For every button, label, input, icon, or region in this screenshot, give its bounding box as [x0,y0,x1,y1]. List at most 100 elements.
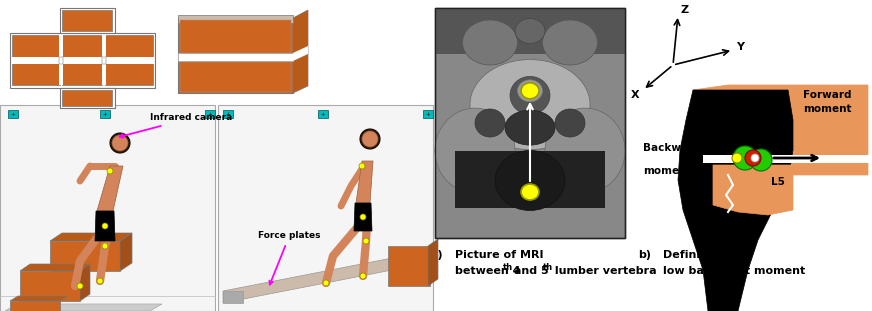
Bar [105,35,153,85]
Text: Z: Z [680,5,688,15]
Text: moment: moment [643,166,691,176]
Ellipse shape [510,77,550,114]
Bar [62,10,112,31]
Text: L5: L5 [771,177,785,187]
Ellipse shape [470,60,590,150]
Polygon shape [223,251,428,303]
Text: Backward: Backward [643,143,701,153]
Ellipse shape [505,110,555,145]
Text: Force plates: Force plates [258,231,321,285]
Circle shape [102,223,108,229]
Bar [178,18,293,93]
Bar [0,105,215,311]
Ellipse shape [521,83,539,99]
Text: th: th [503,263,513,272]
Text: lumber vertebra: lumber vertebra [551,266,657,276]
Bar [8,110,18,118]
Circle shape [360,273,366,279]
Bar [12,35,60,85]
Text: L4: L4 [765,92,779,102]
Text: Infrared camera: Infrared camera [119,114,232,137]
Ellipse shape [462,20,517,65]
Polygon shape [223,291,243,303]
Ellipse shape [555,109,585,137]
Ellipse shape [521,184,539,200]
Text: +: + [226,112,230,117]
Ellipse shape [545,108,625,193]
Circle shape [733,146,757,170]
Text: X: X [631,90,640,100]
Bar [218,105,433,311]
Polygon shape [293,10,308,93]
Polygon shape [10,301,60,311]
Circle shape [360,129,380,149]
Bar [455,151,605,208]
Bar [223,110,233,118]
Text: +: + [103,112,107,117]
Bar [435,8,625,54]
Bar [423,110,433,118]
Bar [60,8,115,33]
Ellipse shape [542,20,597,65]
Bar [180,20,291,53]
Text: moment: moment [803,104,851,114]
Circle shape [363,238,369,244]
Bar [102,35,106,85]
Circle shape [107,168,113,174]
Text: +: + [321,112,325,117]
Bar [205,110,215,118]
Polygon shape [428,239,438,286]
Ellipse shape [517,80,542,102]
Circle shape [77,283,83,289]
Polygon shape [20,264,90,271]
Bar [100,110,110,118]
Polygon shape [97,166,123,211]
Ellipse shape [435,108,515,193]
Text: a): a) [430,250,443,260]
Bar [178,53,293,61]
Bar [388,246,430,286]
Ellipse shape [515,18,545,44]
Bar [180,62,291,92]
Bar [318,110,328,118]
Text: low back joint moment: low back joint moment [663,266,805,276]
Polygon shape [293,46,308,61]
Polygon shape [50,241,120,271]
Text: +: + [426,112,431,117]
Text: Y: Y [736,42,744,52]
Bar [59,57,63,64]
Polygon shape [5,304,162,311]
Circle shape [102,243,108,249]
Bar [178,15,293,23]
Polygon shape [120,233,132,271]
Text: and 5: and 5 [510,266,548,276]
Text: b): b) [638,250,651,260]
Polygon shape [10,296,68,301]
Ellipse shape [475,109,505,137]
Circle shape [751,154,759,162]
Polygon shape [20,271,80,301]
Text: between 4: between 4 [455,266,521,276]
Bar [59,35,63,85]
Circle shape [750,149,772,171]
Text: Definition of: Definition of [663,250,741,260]
Circle shape [359,163,365,169]
Text: th: th [543,263,553,272]
Circle shape [745,150,761,166]
Circle shape [110,133,130,153]
Polygon shape [678,90,793,311]
Polygon shape [354,203,372,231]
Circle shape [732,153,742,163]
Circle shape [362,131,378,147]
Bar [62,35,102,85]
Circle shape [323,280,329,286]
Text: Forward: Forward [803,90,851,100]
Polygon shape [356,161,373,203]
Bar [10,33,155,88]
Bar [60,88,115,108]
Polygon shape [50,233,132,241]
Ellipse shape [495,151,565,211]
Bar [703,155,872,163]
Text: +: + [208,112,213,117]
Circle shape [97,278,103,284]
